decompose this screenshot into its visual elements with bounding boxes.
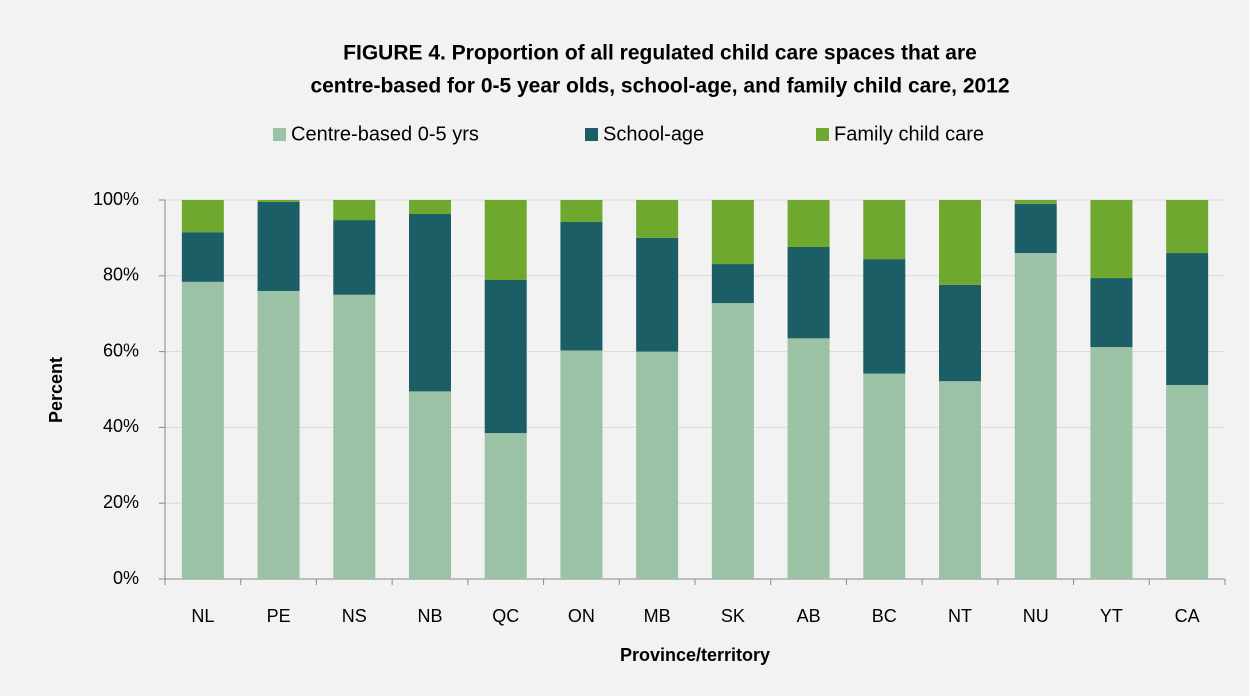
legend-swatch (273, 128, 286, 141)
legend-label: Family child care (834, 123, 984, 145)
bar-segment (787, 200, 830, 247)
bar-segment (484, 433, 527, 579)
bar-segment (711, 200, 754, 265)
bar-segment (257, 200, 300, 202)
bar-segment (1166, 200, 1209, 254)
y-tick-label: 60% (103, 340, 139, 360)
bar-segment (1014, 200, 1057, 204)
x-tick-label: NU (1023, 606, 1049, 626)
x-tick-label: NS (342, 606, 367, 626)
bar-segment (863, 200, 906, 260)
x-tick-label: NB (417, 606, 442, 626)
bar-segment (484, 279, 527, 434)
chart-title: FIGURE 4. Proportion of all regulated ch… (343, 42, 977, 65)
bar-segment (257, 290, 300, 579)
bar-segment (863, 373, 906, 579)
bar-segment (787, 338, 830, 579)
bar-segment (333, 200, 376, 221)
bar-segment (409, 391, 451, 579)
y-tick-label: 100% (93, 189, 139, 209)
bar-segment (1166, 253, 1209, 385)
bar-segment (636, 200, 679, 238)
bar-segment (409, 214, 451, 392)
bar-segment (636, 351, 679, 579)
y-tick-label: 40% (103, 416, 139, 436)
bar-segment (560, 221, 603, 351)
bar-segment (711, 264, 754, 304)
x-tick-label: MB (644, 606, 671, 626)
bar-segment (939, 284, 981, 382)
bar-segment (636, 237, 679, 352)
x-tick-label: PE (267, 606, 291, 626)
x-tick-label: QC (492, 606, 519, 626)
bar-segment (1090, 278, 1133, 348)
y-tick-label: 20% (103, 492, 139, 512)
bar-segment (257, 201, 300, 291)
legend-swatch (816, 128, 829, 141)
x-tick-label: NL (191, 606, 214, 626)
x-tick-label: AB (797, 606, 821, 626)
bar-segment (711, 303, 754, 579)
bar-segment (409, 200, 451, 215)
bar-segment (939, 200, 981, 285)
bar-segment (181, 232, 224, 282)
y-tick-label: 80% (103, 265, 139, 285)
legend-swatch (585, 128, 598, 141)
bar-segment (1014, 253, 1057, 579)
bar-segment (560, 350, 603, 579)
x-tick-label: SK (721, 606, 745, 626)
x-tick-label: NT (948, 606, 972, 626)
y-axis-label: Percent (46, 357, 66, 423)
x-tick-label: ON (568, 606, 595, 626)
bar-segment (560, 200, 603, 222)
bar-segment (1014, 203, 1057, 254)
x-tick-label: YT (1100, 606, 1123, 626)
legend-label: Centre-based 0-5 yrs (291, 123, 479, 145)
bar-segment (333, 220, 376, 295)
bar-segment (484, 200, 527, 280)
bar-segment (787, 246, 830, 339)
bar-segment (939, 381, 981, 579)
bar-segment (1166, 384, 1209, 579)
bar-segment (1090, 200, 1133, 279)
legend-label: School-age (603, 123, 704, 145)
bar-segment (181, 200, 224, 233)
bar-segment (1090, 347, 1133, 579)
bar-segment (333, 294, 376, 579)
x-axis-label: Province/territory (620, 645, 770, 665)
bar-segment (181, 281, 224, 579)
chart-title: centre-based for 0-5 year olds, school-a… (310, 75, 1009, 98)
bar-segment (863, 259, 906, 374)
x-tick-label: BC (872, 606, 897, 626)
y-tick-label: 0% (113, 568, 139, 588)
x-tick-label: CA (1175, 606, 1200, 626)
